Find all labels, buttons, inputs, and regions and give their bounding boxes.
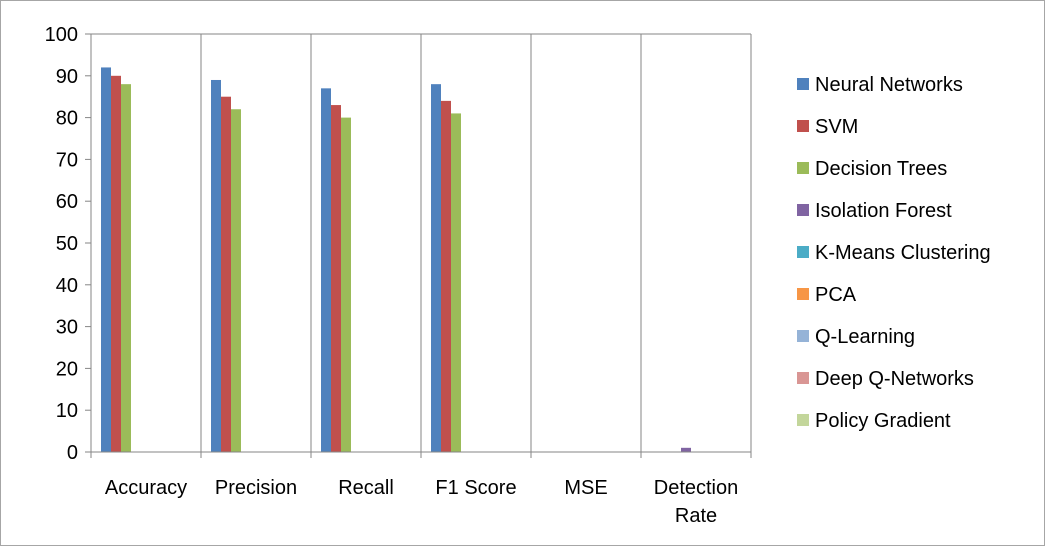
- legend-label: Decision Trees: [815, 158, 947, 180]
- y-tick-labels: 0 10 20 30 40 50 60 70 80 90 100: [45, 24, 91, 464]
- y-tick-label: 60: [56, 191, 78, 213]
- bar: [431, 84, 441, 452]
- y-tick-label: 20: [56, 358, 78, 380]
- legend-label: PCA: [815, 284, 857, 306]
- legend-label: Q-Learning: [815, 326, 915, 348]
- legend-label: Deep Q-Networks: [815, 368, 974, 390]
- y-tick-label: 40: [56, 275, 78, 297]
- legend-swatch: [797, 204, 809, 216]
- y-tick-label: 70: [56, 149, 78, 171]
- legend-swatch: [797, 246, 809, 258]
- bar: [331, 105, 341, 452]
- legend-label: Neural Networks: [815, 74, 963, 96]
- y-tick-label: 10: [56, 400, 78, 422]
- bar: [681, 447, 691, 452]
- x-tick-labels: Accuracy Precision Recall F1 Score MSE Detect…: [90, 452, 752, 527]
- legend-label: SVM: [815, 116, 858, 138]
- bar: [211, 79, 221, 452]
- x-tick-label: Rate: [675, 505, 717, 527]
- bar: [221, 96, 231, 452]
- y-tick-label: 80: [56, 108, 78, 130]
- x-tick-label: F1 Score: [435, 477, 516, 499]
- legend-swatch: [797, 288, 809, 300]
- x-tick-label: MSE: [564, 477, 607, 499]
- legend-label: Isolation Forest: [815, 200, 952, 222]
- bar: [441, 100, 451, 452]
- y-tick-label: 30: [56, 317, 78, 339]
- bar: [451, 113, 461, 453]
- legend-swatch: [797, 162, 809, 174]
- bar: [341, 117, 351, 452]
- bar: [111, 75, 121, 453]
- legend-swatch: [797, 372, 809, 384]
- legend-swatch: [797, 330, 809, 342]
- bars: [101, 67, 691, 453]
- x-tick-label: Detection: [654, 477, 739, 499]
- legend-swatch: [797, 78, 809, 90]
- y-tick-label: 0: [67, 442, 78, 464]
- bar: [231, 109, 241, 453]
- legend-label: K-Means Clustering: [815, 242, 991, 264]
- grid-lines: [200, 34, 752, 452]
- bar: [121, 84, 131, 452]
- bar: [321, 88, 331, 452]
- legend: Neural Networks SVM Decision Trees Isolatio…: [797, 74, 991, 432]
- bar: [101, 67, 111, 452]
- x-tick-label: Precision: [215, 477, 297, 499]
- legend-label: Policy Gradient: [815, 410, 951, 432]
- x-tick-label: Recall: [338, 477, 394, 499]
- y-tick-label: 100: [45, 24, 78, 46]
- y-tick-label: 50: [56, 233, 78, 255]
- legend-swatch: [797, 414, 809, 426]
- legend-swatch: [797, 120, 809, 132]
- x-tick-label: Accuracy: [105, 477, 187, 499]
- y-tick-label: 90: [56, 66, 78, 88]
